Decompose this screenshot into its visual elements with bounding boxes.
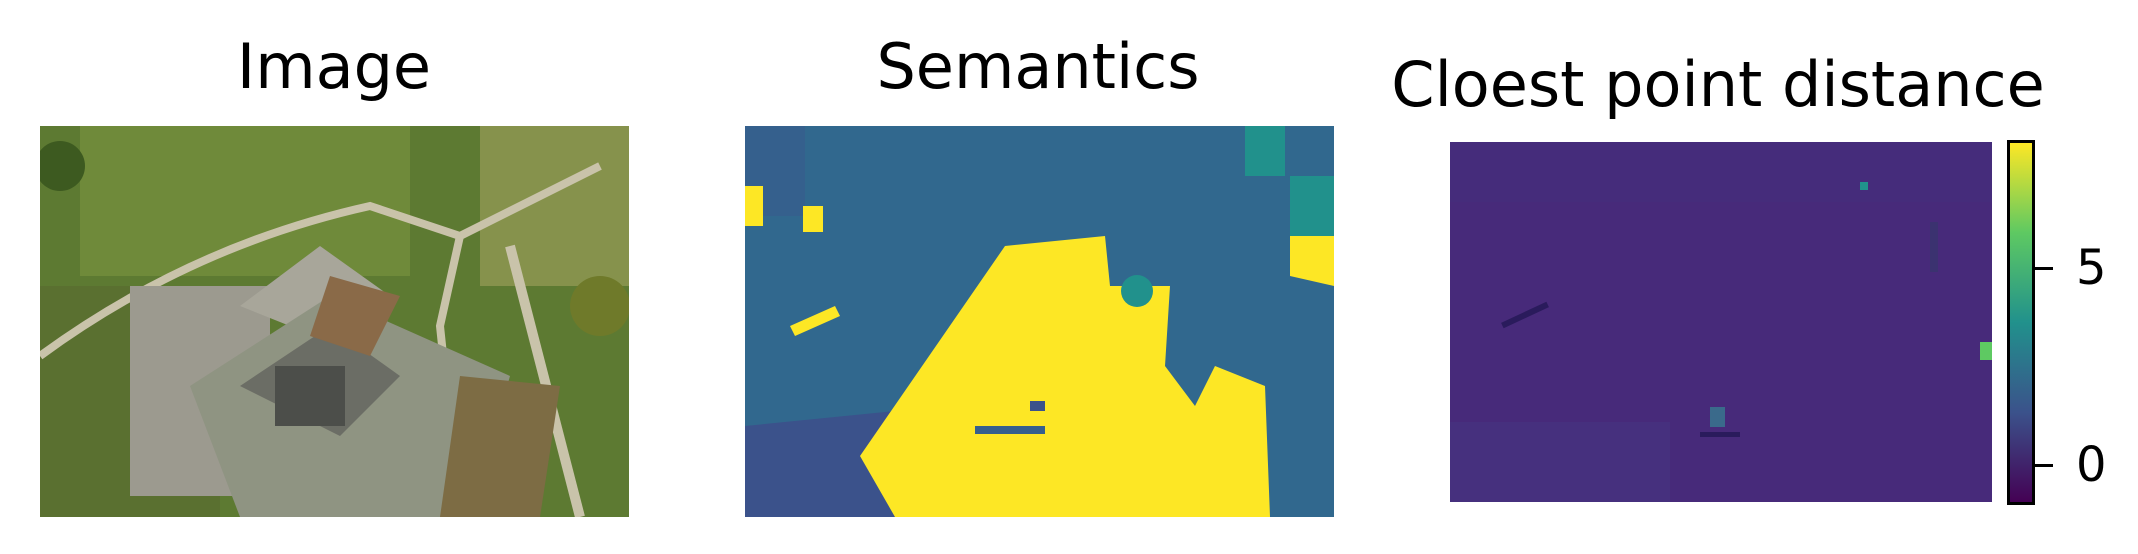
closest-point-distance-map xyxy=(1450,142,1992,502)
aerial-photo xyxy=(40,126,629,517)
title-image: Image xyxy=(236,30,432,103)
title-semantics: Semantics xyxy=(876,30,1200,103)
colorbar-tick-0 xyxy=(2035,464,2053,467)
title-closest-point-distance: Cloest point distance xyxy=(1391,48,2045,121)
colorbar-label-5: 5 xyxy=(2076,240,2107,296)
semantics-map xyxy=(745,126,1334,517)
colorbar-tick-5 xyxy=(2035,267,2053,270)
colorbar xyxy=(2007,140,2035,505)
colorbar-label-0: 0 xyxy=(2076,437,2107,493)
